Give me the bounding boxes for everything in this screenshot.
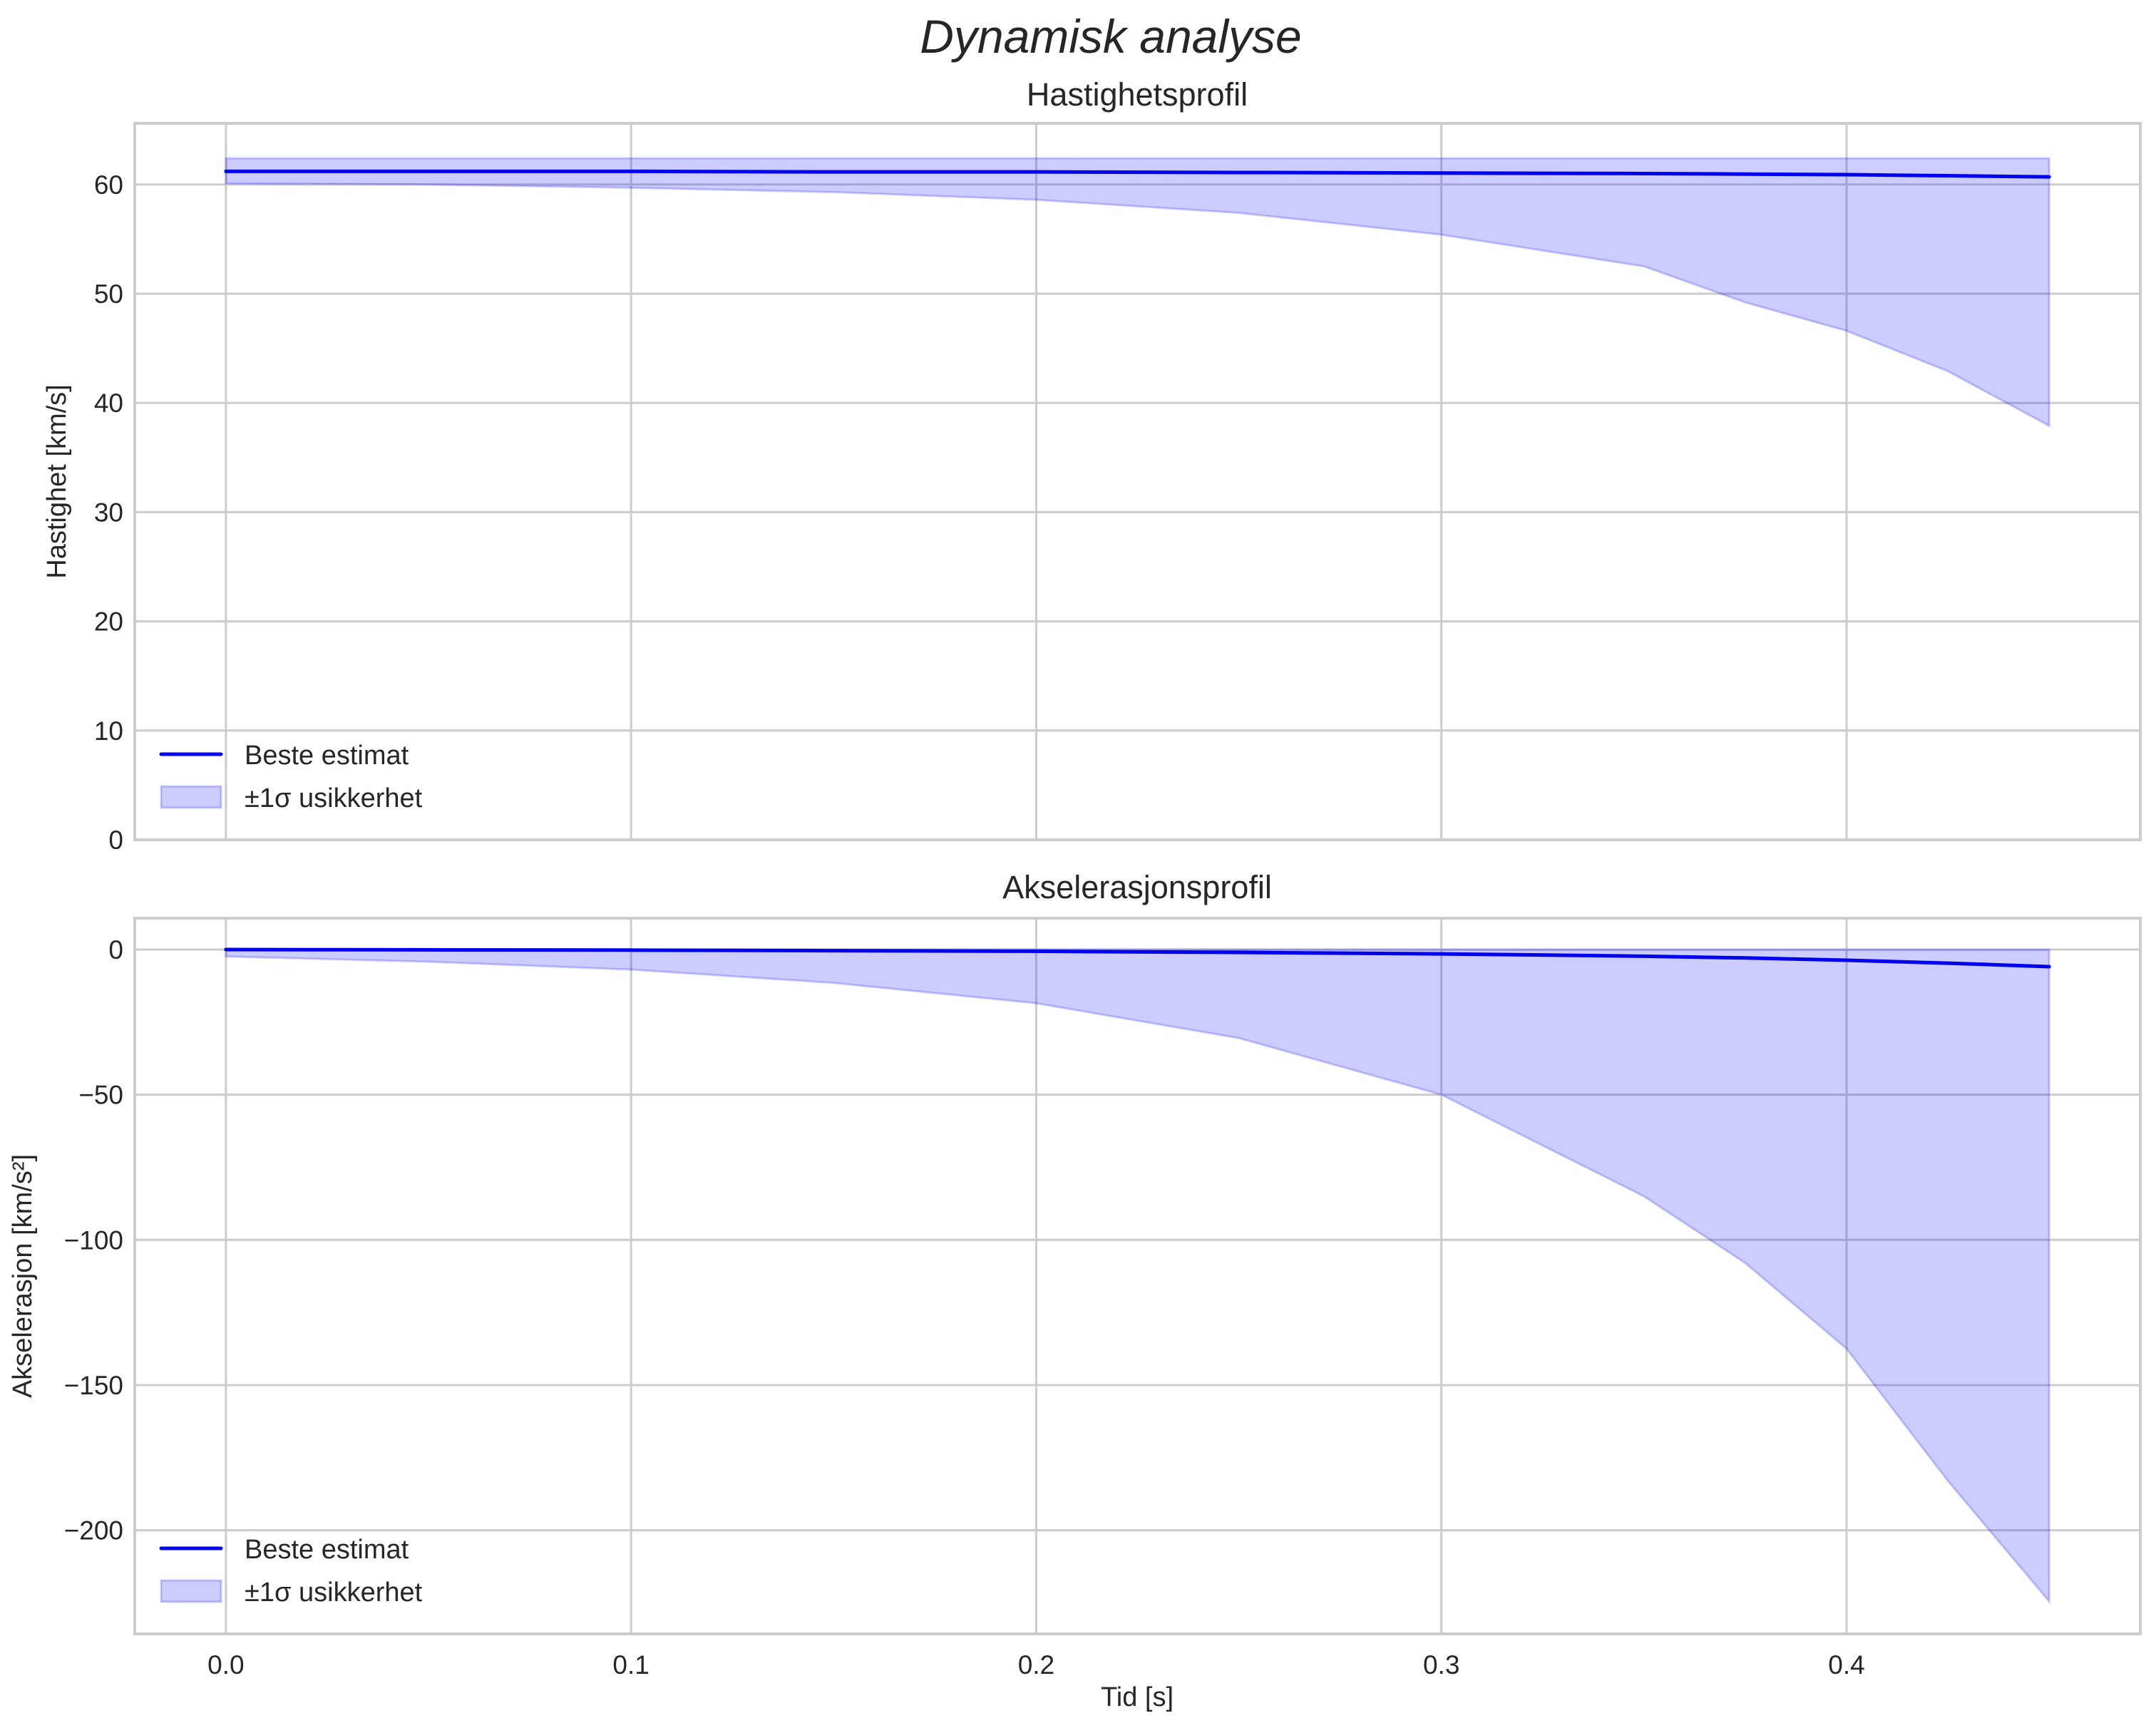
acceleration-gridlines (135, 918, 2140, 1634)
acceleration-subplot: Akselerasjonsprofil 0 −50 −100 −150 −200 0.0… (8, 869, 2142, 1712)
y-tick-label: 60 (94, 170, 123, 200)
y-tick-label: −200 (64, 1516, 123, 1546)
velocity-axes-frame (133, 122, 2142, 841)
y-tick-label: 0 (108, 935, 123, 965)
y-tick-label: −50 (78, 1081, 123, 1110)
best-estimate-polyline (224, 169, 2051, 179)
x-axis-label: Tid [s] (1101, 1682, 1174, 1712)
y-tick-label: 50 (94, 279, 123, 309)
legend-band-swatch (160, 785, 222, 809)
velocity-y-ticks: 0 10 20 30 40 50 60 (94, 170, 123, 855)
x-tick-label: 0.1 (612, 1650, 649, 1680)
y-tick-label: 0 (108, 826, 123, 855)
acceleration-x-ticks: 0.0 0.1 0.2 0.3 0.4 (207, 1650, 1865, 1680)
uncertainty-band-area (225, 948, 2050, 1605)
acceleration-y-ticks: 0 −50 −100 −150 −200 (64, 935, 123, 1546)
velocity-subplot-title: Hastighetsprofil (1027, 76, 1248, 113)
x-tick-label: 0.4 (1828, 1650, 1864, 1680)
y-tick-label: 40 (94, 389, 123, 418)
legend-label-uncertainty: ±1σ usikkerhet (245, 1578, 423, 1608)
velocity-best-estimate-line (224, 169, 2051, 179)
x-tick-label: 0.3 (1423, 1650, 1459, 1680)
velocity-legend: Beste estimat ±1σ usikkerhet (159, 741, 423, 813)
legend-band-swatch (160, 1579, 222, 1603)
legend-label-uncertainty: ±1σ usikkerhet (245, 783, 423, 813)
velocity-subplot: Hastighetsprofil 0 10 20 30 40 50 60 Hastighet… (42, 76, 2142, 855)
uncertainty-band-area (225, 157, 2050, 428)
legend-label-best-estimate: Beste estimat (245, 1535, 409, 1565)
acceleration-subplot-title: Akselerasjonsprofil (1002, 869, 1272, 905)
velocity-y-axis-label: Hastighet [km/s] (42, 384, 72, 578)
x-tick-label: 0.2 (1018, 1650, 1054, 1680)
y-tick-label: 10 (94, 716, 123, 746)
velocity-uncertainty-band (225, 157, 2050, 428)
y-tick-label: 30 (94, 498, 123, 527)
y-tick-label: 20 (94, 607, 123, 637)
legend-label-best-estimate: Beste estimat (245, 741, 409, 771)
acceleration-legend: Beste estimat ±1σ usikkerhet (159, 1535, 423, 1608)
x-tick-label: 0.0 (207, 1650, 244, 1680)
acceleration-axes-frame (133, 917, 2142, 1635)
figure-title: Dynamisk analyse (920, 10, 1302, 63)
y-tick-label: −150 (64, 1371, 123, 1400)
best-estimate-polyline (224, 947, 2051, 969)
y-tick-label: −100 (64, 1225, 123, 1255)
acceleration-uncertainty-band (225, 948, 2050, 1605)
acceleration-best-estimate-line (224, 947, 2051, 969)
acceleration-y-axis-label: Akselerasjon [km/s²] (8, 1154, 38, 1398)
